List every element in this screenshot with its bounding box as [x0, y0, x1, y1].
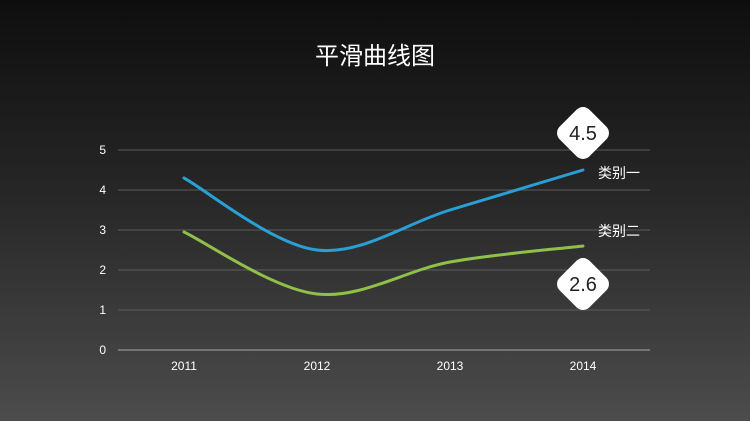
chart-title: 平滑曲线图: [315, 42, 435, 70]
callout-value-label: 2.6: [569, 274, 597, 296]
series-name-label: 类别一: [598, 166, 640, 182]
y-tick-label: 2: [99, 263, 106, 277]
x-tick-label: 2011: [171, 359, 197, 373]
y-tick-label: 1: [99, 303, 106, 317]
series-name-label: 类别二: [598, 224, 640, 240]
series-line-category-2: [182, 230, 585, 297]
callout-diamond: [557, 107, 609, 159]
callout-diamond: [557, 258, 609, 310]
series-line-category-1: [182, 168, 585, 253]
y-tick-label: 5: [99, 143, 106, 157]
x-tick-label: 2012: [304, 359, 331, 373]
y-tick-label: 0: [99, 343, 106, 357]
callout-value-label: 4.5: [569, 123, 597, 145]
x-tick-label: 2014: [570, 359, 597, 373]
x-tick-label: 2013: [437, 359, 464, 373]
y-tick-label: 3: [99, 223, 106, 237]
y-tick-label: 4: [99, 183, 106, 197]
